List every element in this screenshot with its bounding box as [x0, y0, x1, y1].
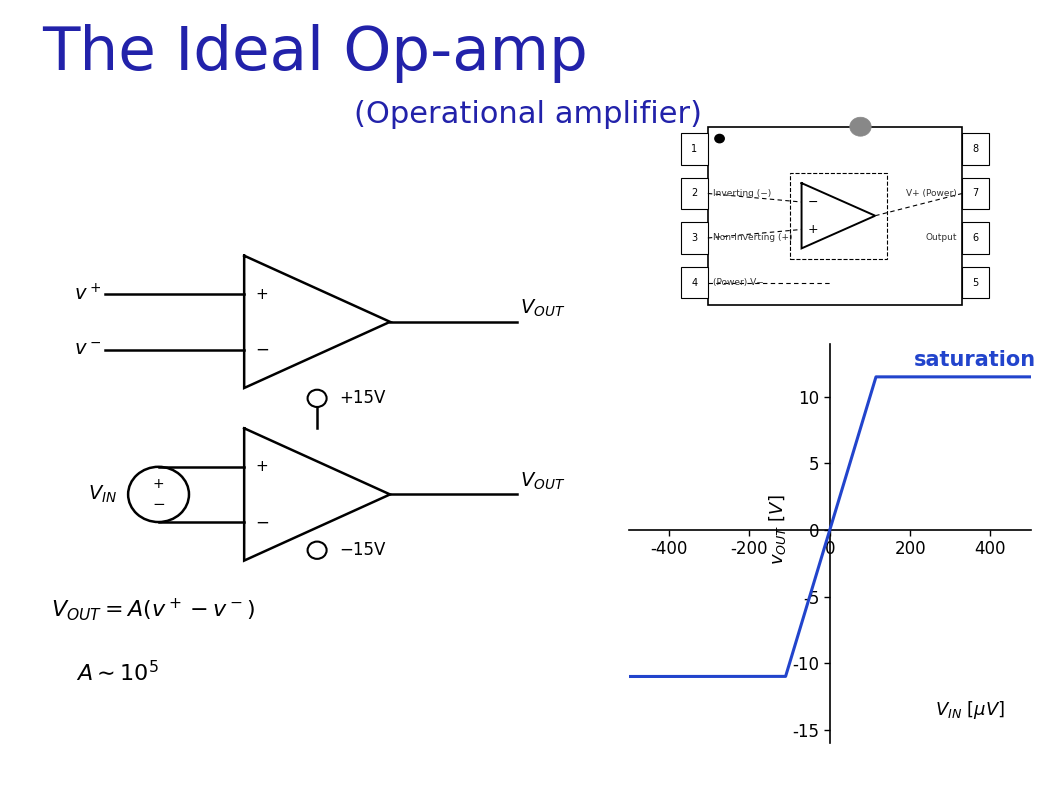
Text: 6: 6 [972, 233, 979, 243]
Text: 3: 3 [691, 233, 698, 243]
Text: saturation: saturation [914, 350, 1036, 370]
Text: $V_{IN}\ [\mu V]$: $V_{IN}\ [\mu V]$ [935, 699, 1005, 721]
Bar [962, 133, 989, 165]
Circle shape [850, 117, 871, 136]
Bar [681, 133, 708, 165]
Bar [681, 178, 708, 209]
Text: $V_{OUT}$: $V_{OUT}$ [520, 471, 565, 491]
Text: $v^-$: $v^-$ [74, 340, 101, 359]
Text: $A\sim10^5$: $A\sim10^5$ [76, 660, 159, 686]
Text: −: − [256, 513, 270, 531]
Text: $v^+$: $v^+$ [74, 284, 101, 304]
Text: $V_{OUT}$: $V_{OUT}$ [520, 298, 565, 319]
Text: −15V: −15V [339, 541, 386, 559]
Text: Inverting (−): Inverting (−) [712, 189, 772, 198]
Bar [790, 173, 887, 259]
Text: The Ideal Op-amp: The Ideal Op-amp [42, 24, 588, 83]
Text: V+ (Power): V+ (Power) [907, 189, 958, 198]
Text: +: + [808, 223, 818, 236]
Text: 8: 8 [972, 144, 979, 154]
Text: $V_{OUT}=A(v^+-v^-)$: $V_{OUT}=A(v^+-v^-)$ [51, 596, 255, 623]
Text: 7: 7 [972, 189, 979, 198]
Circle shape [715, 134, 724, 143]
Text: +: + [153, 477, 164, 491]
Bar [962, 267, 989, 298]
Text: 5: 5 [972, 277, 979, 288]
Text: −: − [152, 497, 165, 511]
Bar [681, 267, 708, 298]
Text: (Operational amplifier): (Operational amplifier) [354, 100, 703, 129]
Text: Output: Output [926, 233, 958, 242]
Bar [681, 222, 708, 253]
Text: 4: 4 [691, 277, 698, 288]
Bar [962, 222, 989, 253]
Bar [962, 178, 989, 209]
Text: 2: 2 [691, 189, 698, 198]
Text: $v_{OUT}\ [V]$: $v_{OUT}\ [V]$ [767, 495, 789, 566]
Text: +: + [256, 287, 268, 301]
Text: −: − [808, 196, 818, 209]
Text: +: + [256, 459, 268, 474]
Text: (Power) V−: (Power) V− [712, 278, 763, 287]
Text: $V_{IN}$: $V_{IN}$ [88, 483, 117, 505]
Text: 1: 1 [691, 144, 698, 154]
Text: Non-Inverting (+): Non-Inverting (+) [712, 233, 793, 242]
Bar [708, 127, 962, 304]
Text: −: − [256, 340, 270, 359]
Text: +15V: +15V [339, 389, 386, 407]
